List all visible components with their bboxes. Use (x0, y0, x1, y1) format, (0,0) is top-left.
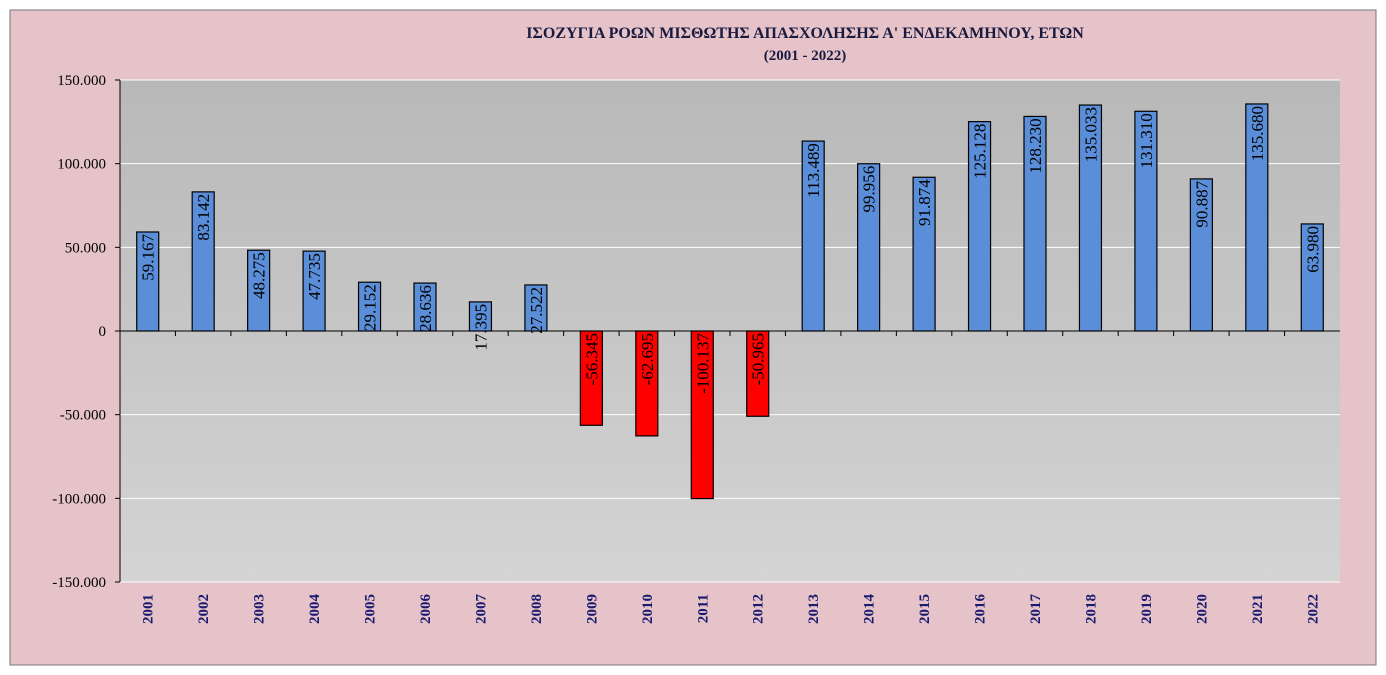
x-tick-label: 2009 (584, 594, 600, 624)
bar (967, 121, 992, 332)
x-tick-label: 2008 (529, 594, 545, 624)
data-label: 91.874 (915, 179, 934, 226)
data-label: 48.275 (250, 252, 269, 299)
data-label: 17.395 (471, 304, 490, 351)
x-tick-label: 2003 (252, 594, 268, 624)
bar (746, 330, 770, 417)
x-tick-label: 2019 (1139, 594, 1155, 624)
bar (302, 250, 326, 332)
x-tick-label: 2011 (695, 594, 711, 623)
data-label: 47.735 (305, 253, 324, 300)
bar (413, 282, 437, 332)
bar (912, 176, 936, 332)
bar (247, 249, 271, 332)
x-tick-label: 2016 (973, 594, 989, 625)
bar (579, 330, 603, 426)
x-tick-label: 2004 (307, 594, 323, 625)
bar (1078, 104, 1103, 332)
bar (801, 140, 825, 332)
y-tick-label: -150.000 (52, 575, 106, 591)
data-label: -56.345 (582, 333, 601, 385)
data-label: -50.965 (749, 333, 768, 385)
data-label: -100.137 (693, 333, 712, 394)
bar (524, 284, 548, 332)
x-tick-label: 2006 (418, 594, 434, 625)
x-tick-label: 2001 (141, 594, 157, 624)
x-tick-label: 2007 (473, 594, 489, 625)
y-tick-label: 100.000 (57, 157, 106, 173)
x-tick-label: 2022 (1305, 594, 1321, 624)
bar (690, 330, 714, 500)
x-tick-label: 2021 (1250, 594, 1266, 624)
x-tick-label: 2017 (1028, 594, 1044, 625)
data-label: 135.680 (1248, 106, 1267, 161)
y-tick-label: 150.000 (57, 73, 106, 89)
x-tick-label: 2014 (862, 594, 878, 625)
bar (136, 231, 160, 332)
data-label: 128.230 (1026, 118, 1045, 173)
bar (857, 163, 881, 332)
y-tick-label: 0 (99, 324, 107, 340)
data-label: 83.142 (194, 194, 213, 241)
bar (1189, 178, 1213, 332)
x-tick-label: 2010 (640, 594, 656, 624)
y-tick-label: 50.000 (65, 240, 106, 256)
chart-title: ΙΣΟΖΥΓΙΑ ΡΟΩΝ ΜΙΣΘΩΤΗΣ ΑΠΑΣΧΟΛΗΣΗΣ Α' ΕΝ… (526, 25, 1084, 42)
y-tick-label: -50.000 (60, 408, 106, 424)
data-label: 27.522 (527, 287, 546, 334)
x-tick-label: 2018 (1083, 594, 1099, 624)
bar (1245, 103, 1269, 332)
x-tick-label: 2015 (917, 594, 933, 624)
bar (357, 281, 382, 332)
bar (1134, 110, 1158, 332)
data-label: -62.695 (638, 333, 657, 385)
data-label: 59.167 (139, 233, 158, 280)
y-tick-label: -100.000 (52, 491, 106, 507)
bar (468, 301, 493, 332)
bar (1023, 115, 1047, 332)
data-label: 29.152 (361, 284, 380, 331)
data-label: 131.310 (1137, 113, 1156, 168)
chart-subtitle: (2001 - 2022) (764, 48, 847, 64)
data-label: 63.980 (1303, 226, 1322, 273)
x-tick-label: 2002 (196, 594, 212, 624)
bar (191, 191, 215, 332)
x-tick-label: 2013 (806, 594, 822, 624)
data-label: 135.033 (1081, 107, 1100, 162)
data-label: 90.887 (1192, 180, 1211, 227)
x-tick-label: 2005 (363, 594, 379, 624)
bar (635, 330, 659, 437)
data-label: 125.128 (971, 124, 990, 179)
data-label: 99.956 (860, 166, 879, 213)
x-tick-label: 2020 (1194, 594, 1210, 624)
x-tick-label: 2012 (751, 594, 767, 624)
data-label: 28.636 (416, 285, 435, 332)
data-label: 113.489 (804, 143, 823, 198)
bar (1300, 223, 1324, 332)
